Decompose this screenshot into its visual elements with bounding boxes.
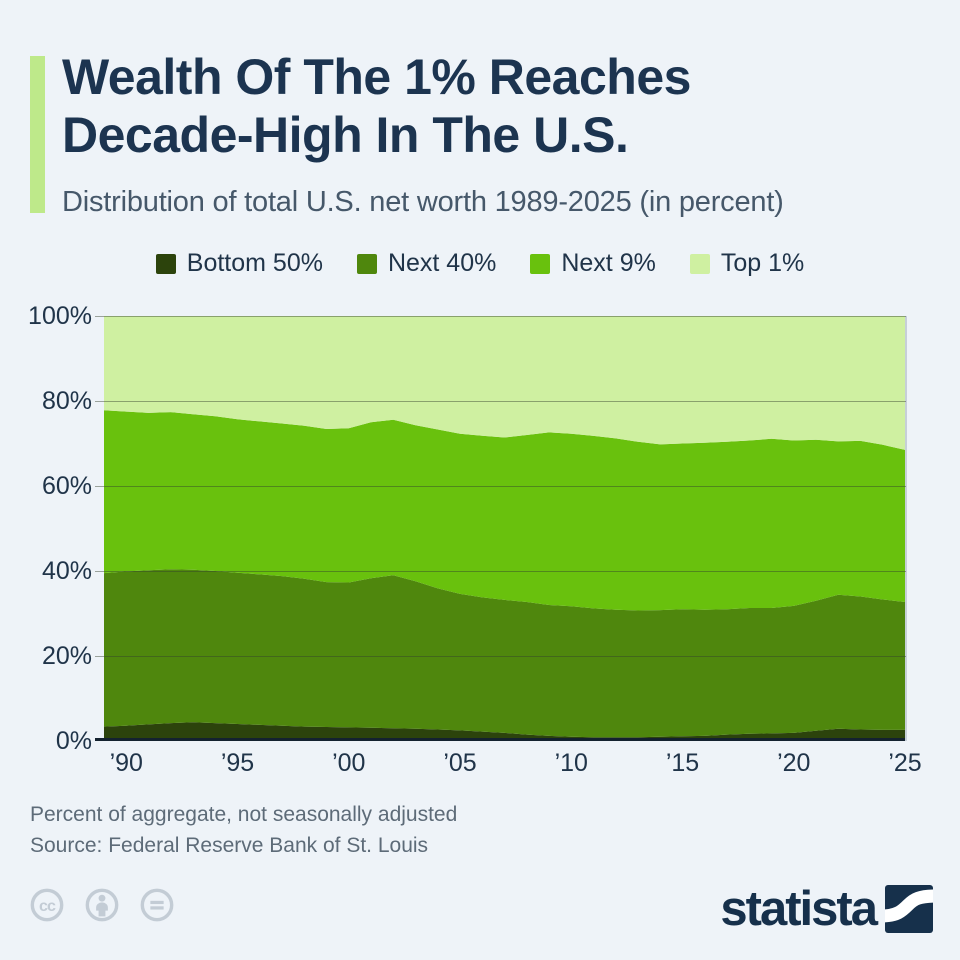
page-title-line-2: Decade-High In The U.S.: [62, 107, 629, 163]
legend-swatch-next-40: [356, 253, 377, 274]
area-series-bottom-50: [104, 722, 905, 741]
x-axis-tick-label: ’95: [220, 749, 255, 777]
statista-logo-icon: [885, 885, 933, 933]
gridline-20: [95, 655, 906, 657]
page-title-line-1: Wealth Of The 1% Reaches: [62, 49, 691, 105]
y-axis-tick-label: 40%: [41, 557, 92, 585]
gridline-80: [95, 400, 906, 402]
no-derivatives-equals-icon: [140, 888, 174, 922]
svg-text:cc: cc: [39, 897, 56, 915]
chart-legend: Bottom 50% Next 40% Next 9% Top 1%: [0, 249, 960, 278]
chart-footnotes: Percent of aggregate, not seasonally adj…: [30, 799, 457, 861]
x-axis-tick-label: ’25: [888, 749, 922, 777]
legend-label: Top 1%: [720, 249, 805, 277]
x-axis-tick-label: ’10: [554, 749, 588, 777]
gridline-100: [95, 315, 906, 317]
gridline-60: [95, 485, 906, 487]
x-axis-line: [95, 738, 905, 741]
legend-swatch-bottom-50: [155, 253, 176, 274]
creative-commons-license: cc: [29, 887, 175, 923]
title-accent-bar: [30, 56, 45, 213]
y-axis-tick-label: 60%: [41, 472, 92, 500]
legend-label: Next 9%: [561, 249, 656, 277]
gridline-40: [95, 570, 906, 572]
statista-wordmark: statista: [720, 882, 878, 936]
area-series-next-40: [104, 569, 905, 738]
stacked-area-chart: [104, 316, 905, 741]
chart-subtitle: Distribution of total U.S. net worth 198…: [62, 186, 784, 218]
legend-item-bottom-50: Bottom 50%: [155, 249, 323, 278]
x-axis-tick-label: ’20: [777, 749, 811, 777]
x-axis-tick-label: ’05: [443, 749, 477, 777]
legend-item-top-1: Top 1%: [689, 249, 805, 278]
legend-label: Next 40%: [387, 249, 497, 277]
x-axis-tick-label: ’15: [665, 749, 700, 777]
legend-swatch-next-9: [530, 253, 551, 274]
page-title: Wealth Of The 1% Reaches Decade-High In …: [62, 48, 691, 164]
y-axis-tick-label: 20%: [41, 642, 92, 670]
footnote-source: Source: Federal Reserve Bank of St. Loui…: [30, 834, 429, 857]
area-series-next-9: [104, 410, 905, 611]
legend-swatch-top-1: [689, 253, 710, 274]
attribution-person-icon: [85, 888, 119, 922]
plot-right-border: [905, 316, 907, 741]
y-axis-tick-label: 0%: [55, 727, 92, 755]
legend-label: Bottom 50%: [186, 249, 323, 277]
area-series-top-1: [104, 316, 905, 450]
statista-branding: statista: [720, 882, 933, 936]
legend-item-next-40: Next 40%: [356, 249, 497, 278]
x-axis-tick-label: ’00: [332, 749, 366, 777]
y-axis-tick-label: 100%: [28, 302, 92, 330]
legend-item-next-9: Next 9%: [530, 249, 656, 278]
cc-icon: cc: [30, 888, 64, 922]
x-axis-tick-label: ’90: [109, 749, 143, 777]
footnote-note: Percent of aggregate, not seasonally adj…: [30, 803, 458, 826]
y-axis-tick-label: 80%: [41, 387, 92, 415]
